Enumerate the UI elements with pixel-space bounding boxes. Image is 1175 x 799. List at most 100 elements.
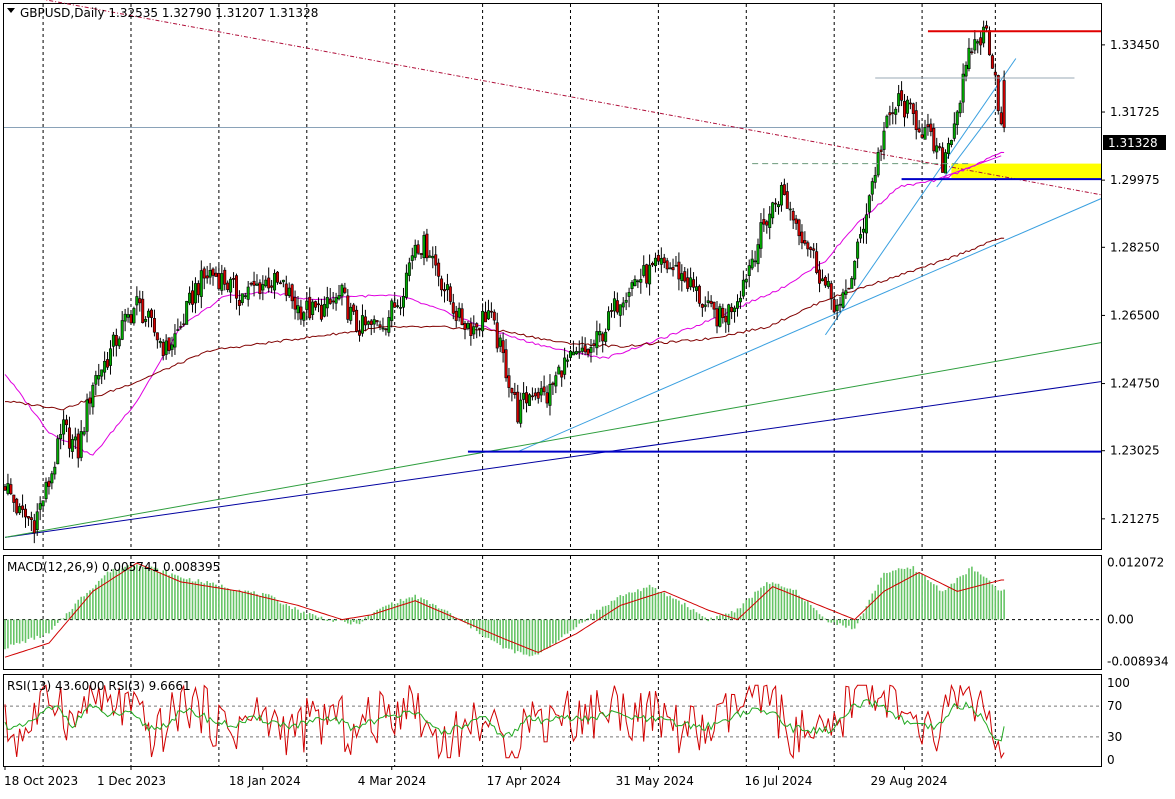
candle-body [938, 146, 942, 149]
macd-indicator [4, 562, 1101, 658]
candle-body [302, 312, 306, 321]
candle-body [689, 277, 693, 288]
candle-body [803, 240, 807, 244]
candle-body [504, 349, 508, 379]
candle-body [65, 419, 69, 426]
candle-body [185, 300, 189, 325]
candle-body [135, 296, 139, 306]
candle-body [630, 282, 634, 289]
candle-body [589, 347, 593, 353]
candle-body [566, 359, 570, 362]
candle-body [457, 307, 461, 318]
candle-body [864, 214, 868, 234]
candle-body [390, 300, 394, 321]
price-panel-frame [3, 3, 1102, 550]
candle-body [806, 242, 810, 250]
y-tick-label: 1.31725 [1110, 105, 1160, 119]
candle-body [70, 439, 74, 452]
candle-body [838, 303, 842, 306]
candle-body [299, 306, 303, 320]
candle-body [29, 517, 33, 520]
candle-body [533, 392, 537, 397]
candle-body [779, 185, 783, 206]
macd-tick-label: 0.00 [1107, 613, 1134, 627]
dropdown-triangle-icon[interactable] [7, 8, 15, 13]
candle-body [900, 90, 904, 101]
candle-body [897, 93, 901, 107]
y-tick-label: 1.23025 [1110, 444, 1160, 458]
candle-body [735, 301, 739, 309]
candle-body [322, 304, 326, 317]
candle-body [478, 327, 482, 330]
candle-body [460, 308, 464, 326]
candle-body [853, 260, 857, 280]
candle-body [651, 262, 655, 266]
candle-body [32, 520, 36, 534]
candle-body [205, 275, 209, 279]
candle-body [905, 99, 909, 114]
candle-body [126, 314, 130, 318]
candle-body [466, 323, 470, 329]
candle-body [24, 508, 28, 518]
candle-body [6, 483, 10, 494]
candle-body [229, 278, 233, 293]
candle-body [577, 351, 581, 353]
candle-body [642, 265, 646, 276]
supply-demand-zone [951, 163, 1101, 180]
candle-body [416, 244, 420, 254]
candle-body [832, 299, 836, 313]
candle-body [733, 307, 737, 312]
candle-body [627, 292, 631, 297]
candle-body [835, 304, 839, 311]
candle-body [586, 349, 590, 355]
candle-body [999, 112, 1003, 125]
candle-body [618, 304, 622, 316]
candle-body [797, 219, 801, 237]
candle-body [709, 300, 713, 304]
candle-body [355, 309, 359, 332]
candle-body [946, 143, 950, 154]
candle-body [100, 369, 104, 377]
candle-body [545, 392, 549, 404]
candle-body [873, 175, 877, 183]
candle-body [926, 124, 930, 128]
candle-body [820, 278, 824, 282]
candle-body [677, 261, 681, 280]
candle-body [551, 382, 555, 385]
symbol-header: GBPUSD,Daily 1.32535 1.32790 1.31207 1.3… [20, 6, 318, 20]
candle-body [328, 298, 332, 304]
candle-body [419, 253, 423, 255]
candle-body [161, 341, 165, 356]
candle-body [941, 147, 945, 173]
candle-body [507, 375, 511, 388]
candle-body [935, 145, 939, 153]
candle-body [741, 279, 745, 297]
candle-body [41, 500, 45, 507]
candle-body [431, 256, 435, 259]
candle-body [193, 283, 197, 304]
trendline-magenta-short [936, 155, 1002, 180]
candle-body [381, 327, 385, 330]
candle-body [314, 301, 318, 308]
candle-body [495, 322, 499, 349]
candle-body [519, 399, 523, 424]
candle-body [794, 218, 798, 224]
candle-body [525, 392, 529, 404]
candle-body [12, 494, 16, 503]
candle-body [401, 296, 405, 308]
candle-body [516, 391, 520, 423]
candle-body [885, 115, 889, 128]
candle-body [645, 264, 649, 284]
candle-body [665, 260, 669, 270]
candle-body [621, 302, 625, 308]
candle-body [996, 75, 1000, 112]
candle-body [150, 309, 154, 318]
candle-body [601, 333, 605, 342]
candle-body [841, 292, 845, 308]
candle-body [607, 311, 611, 330]
candle-body [882, 130, 886, 150]
candle-body [888, 112, 892, 116]
candle-body [270, 285, 274, 288]
rsi-tick-label: 30 [1107, 730, 1122, 744]
